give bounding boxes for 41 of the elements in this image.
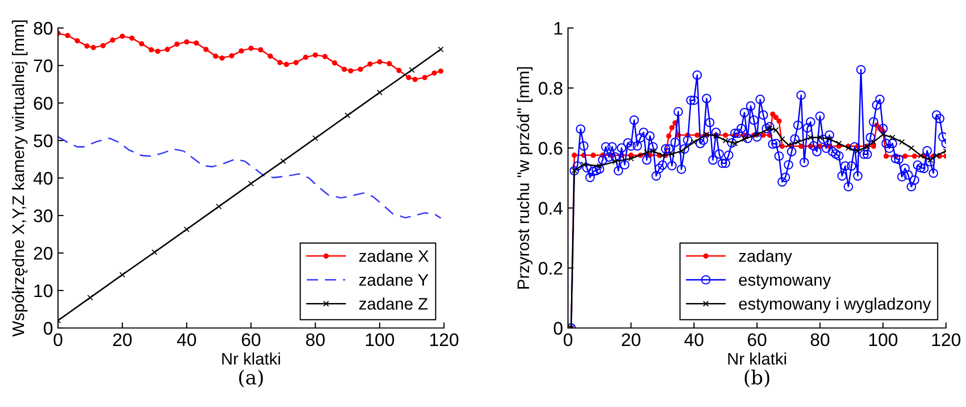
legend-label: estymowany i wygladzony — [739, 297, 931, 313]
x-tick-label: 100 — [366, 333, 394, 346]
x-tick-label: 0 — [564, 333, 572, 346]
y-tick-label: 70 — [34, 59, 52, 72]
x-tick-label: 60 — [748, 333, 766, 346]
y-tick-label: 0.4 — [538, 202, 563, 215]
y-axis-title: Przyrost ruchu "w przód" [mm] — [516, 67, 532, 289]
y-tick-label: 0 — [44, 322, 52, 335]
legend-label: zadany — [739, 250, 792, 266]
y-tick-label: 80 — [34, 22, 52, 35]
x-tick-label: 120 — [932, 333, 960, 346]
text: (b) — [744, 370, 770, 388]
y-tick-label: 60 — [34, 96, 52, 110]
legend-label: zadane Z — [359, 297, 428, 310]
x-axis-title: Nr klatki — [728, 352, 786, 365]
x-tick-label: 100 — [869, 333, 898, 346]
x-tick-label: 40 — [177, 333, 196, 346]
y-tick-label: 0.2 — [538, 262, 562, 275]
y-tick-label: 10 — [34, 284, 52, 298]
y-tick-label: 1 — [554, 22, 562, 35]
y-tick-label: 40 — [33, 172, 52, 185]
legend-label: zadane X — [359, 250, 429, 262]
x-tick-label: 40 — [684, 333, 704, 346]
x-tick-label: 0 — [54, 333, 62, 346]
x-tick-label: 80 — [306, 333, 325, 346]
x-tick-label: 60 — [242, 333, 260, 346]
y-tick-label: 0.6 — [538, 142, 562, 155]
y-axis-title: Współrzędne X,Y,Z kamery wirtualnej [mm] — [12, 20, 28, 337]
legend-label: estymowany — [739, 274, 831, 290]
x-tick-label: 80 — [810, 333, 830, 346]
x-tick-label: 20 — [622, 333, 640, 346]
y-tick-label: 30 — [34, 209, 52, 222]
legend-label: zadane Y — [359, 274, 428, 286]
y-tick-label: 0 — [554, 322, 562, 335]
y-tick-label: 20 — [34, 246, 52, 260]
x-tick-label: 120 — [430, 333, 458, 346]
y-tick-label: 0.8 — [538, 82, 562, 95]
text: (a) — [239, 370, 263, 388]
x-axis-title: Nr klatki — [222, 352, 280, 365]
y-tick-label: 50 — [34, 134, 52, 148]
x-tick-label: 20 — [113, 333, 132, 346]
